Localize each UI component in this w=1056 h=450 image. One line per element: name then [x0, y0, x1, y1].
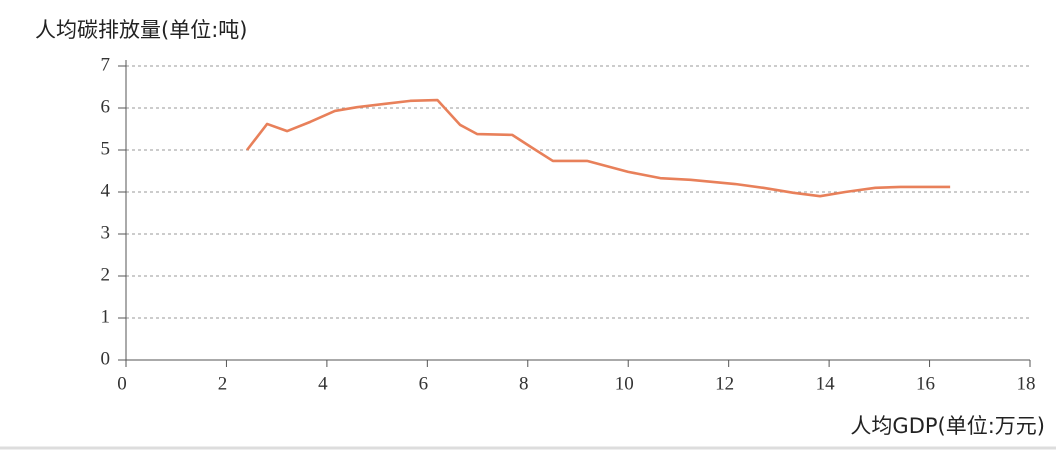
- x-tick-label: 12: [715, 373, 734, 394]
- data-line: [246, 98, 951, 198]
- y-tick-label: 6: [101, 96, 111, 117]
- x-tick-label: 0: [117, 373, 127, 394]
- y-tick-label: 7: [101, 54, 111, 75]
- y-tick-label: 1: [101, 306, 111, 327]
- x-tick-label: 10: [615, 373, 634, 394]
- chart-title: 人均碳排放量(单位:吨): [35, 18, 247, 42]
- x-tick-label: 18: [1017, 373, 1036, 394]
- y-tick-label: 2: [101, 264, 111, 285]
- y-tick-label: 0: [101, 348, 111, 369]
- y-tick-label: 4: [101, 180, 111, 201]
- y-tick-label: 5: [101, 138, 111, 159]
- x-tick-label: 4: [318, 373, 328, 394]
- x-tick-label: 16: [916, 373, 935, 394]
- x-axis-label: 人均GDP(单位:万元): [850, 414, 1045, 438]
- x-tick-label: 2: [218, 373, 228, 394]
- x-tick-label: 6: [419, 373, 429, 394]
- x-tick-label: 8: [519, 373, 529, 394]
- y-tick-label: 3: [101, 222, 111, 243]
- x-tick-label: 14: [816, 373, 836, 394]
